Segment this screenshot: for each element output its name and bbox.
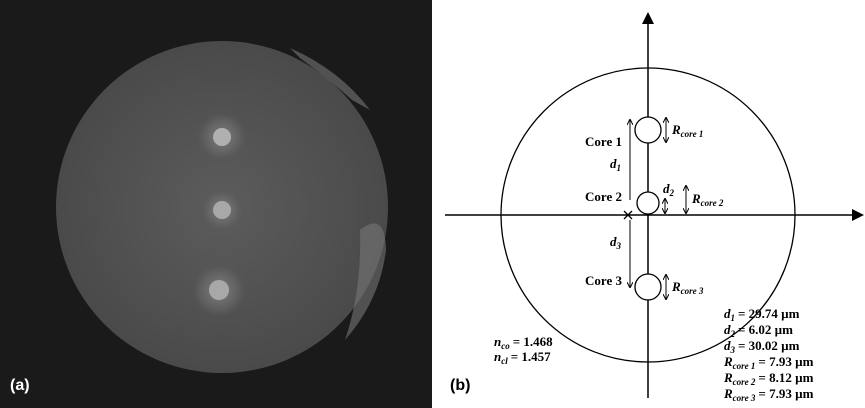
- equation: d2= 6.02 µm: [724, 322, 793, 339]
- equation: Rcore 2= 8.12 µm: [723, 370, 814, 387]
- subscript: core 2: [733, 377, 756, 387]
- panel-label: (b): [450, 377, 470, 394]
- value: = 6.02 µm: [738, 322, 793, 337]
- panel-a: (a): [0, 0, 432, 408]
- subscript: 2: [669, 188, 675, 198]
- subscript: 1: [617, 163, 622, 173]
- equation: Rcore 3= 7.93 µm: [723, 386, 814, 403]
- subscript: 3: [616, 241, 622, 251]
- value: = 8.12 µm: [758, 370, 813, 385]
- symbol: R: [723, 370, 733, 385]
- symbol: R: [691, 191, 701, 206]
- core-label: Core 3: [585, 273, 622, 288]
- equation: ncl= 1.457: [494, 349, 551, 366]
- distance-label: d1: [610, 156, 621, 173]
- radius-label: Rcore 2: [691, 191, 724, 208]
- core-circle: [635, 117, 661, 143]
- symbol: n: [494, 334, 501, 349]
- subscript: core 3: [681, 286, 704, 296]
- subscript: co: [501, 341, 510, 351]
- value: = 7.93 µm: [758, 354, 813, 369]
- subscript: core 2: [701, 198, 724, 208]
- symbol: n: [494, 349, 501, 364]
- value: = 30.02 µm: [738, 338, 800, 353]
- value: = 7.93 µm: [758, 386, 813, 401]
- equation: d3= 30.02 µm: [724, 338, 800, 355]
- equation: Rcore 1= 7.93 µm: [723, 354, 814, 371]
- subscript: cl: [501, 356, 508, 366]
- subscript: core 1: [733, 361, 756, 371]
- radius-label: Rcore 3: [671, 279, 704, 296]
- symbol: R: [671, 122, 681, 137]
- radius-label: Rcore 1: [671, 122, 703, 139]
- panel-label: (a): [10, 377, 30, 394]
- core-circle: [635, 274, 661, 300]
- value: = 1.468: [513, 334, 553, 349]
- symbol: R: [723, 354, 733, 369]
- subscript: 1: [731, 313, 736, 323]
- subscript: core 3: [733, 393, 756, 403]
- core-spot: [213, 201, 231, 219]
- figure: (a) Core 1 Core 2 Core 3 d1 d2 d3 Rcore …: [0, 0, 865, 408]
- distance-label: d3: [610, 234, 622, 251]
- equation: d1= 29.74 µm: [724, 306, 800, 323]
- value: = 1.457: [511, 349, 551, 364]
- symbol: R: [671, 279, 681, 294]
- subscript: core 1: [681, 129, 704, 139]
- distance-label: d2: [663, 181, 675, 198]
- core-spot: [213, 128, 231, 146]
- core-label: Core 1: [585, 134, 622, 149]
- core-spot: [209, 280, 229, 300]
- value: = 29.74 µm: [738, 306, 800, 321]
- core-label: Core 2: [585, 189, 622, 204]
- core-circle: [637, 192, 659, 214]
- symbol: R: [723, 386, 733, 401]
